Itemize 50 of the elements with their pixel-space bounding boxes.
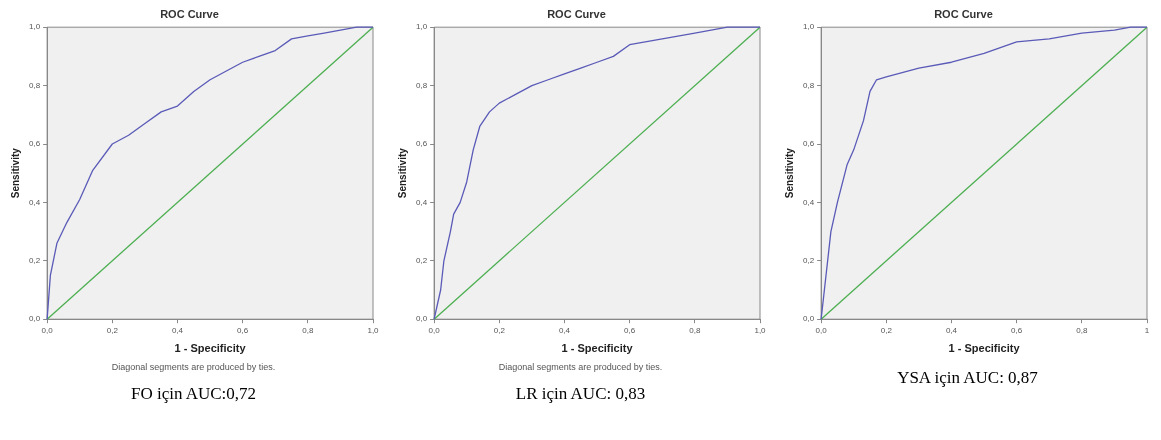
y-tick-label: 0,6: [416, 139, 428, 149]
text: LR için AUC: 0,83: [515, 384, 646, 404]
y-tick-label: 0,2: [416, 256, 428, 265]
x-tick-label: 1,0: [367, 326, 380, 336]
y-tick-label: 0,2: [803, 256, 815, 265]
y-tick-label: 0,8: [416, 80, 428, 90]
y-tick-label: 0,0: [29, 314, 41, 324]
y-axis-title: Sensitivity: [9, 147, 21, 199]
x-tick-label: 0,4: [171, 326, 184, 336]
y-tick-label: 0,8: [29, 80, 41, 90]
y-tick-label: 0,4: [29, 197, 41, 207]
y-tick-label: 1,0: [29, 22, 41, 32]
y-axis-title: Sensitivity: [396, 147, 408, 199]
x-tick-label: 0,2: [493, 326, 506, 336]
chart-title: ROC Curve: [934, 7, 993, 20]
x-tick-label: 0,8: [1076, 326, 1088, 336]
x-tick-label: 0,2: [106, 326, 119, 336]
x-tick-label: 0,4: [945, 326, 958, 336]
x-tick-label: 0,2: [880, 326, 893, 336]
y-tick-label: 1,0: [803, 22, 815, 32]
chart-title: ROC Curve: [160, 7, 219, 20]
y-tick-label: 0,6: [29, 139, 41, 149]
x-tick-label: 0,4: [558, 326, 571, 336]
x-axis-title: 1 - Specificity: [561, 342, 634, 355]
y-tick-label: 0,0: [416, 314, 428, 324]
x-axis-title: 1 - Specificity: [948, 342, 1021, 355]
y-tick-label: 0,6: [803, 139, 815, 149]
x-tick-label: 0,8: [302, 326, 314, 336]
text: Diagonal segments are produced by ties.: [498, 362, 663, 374]
y-axis-title: Sensitivity: [783, 147, 795, 199]
x-tick-label: 0,6: [624, 326, 636, 336]
x-tick-label: 0,8: [689, 326, 701, 336]
y-tick-label: 0,8: [803, 80, 815, 90]
x-axis-title: 1 - Specificity: [174, 342, 247, 355]
x-tick-label: 1,0: [754, 326, 767, 336]
x-tick-label: 0,0: [41, 326, 54, 336]
x-tick-label: 0,0: [428, 326, 441, 336]
text: Diagonal segments are produced by ties.: [111, 362, 276, 374]
chart-title: ROC Curve: [547, 7, 606, 20]
y-tick-label: 0,0: [803, 314, 815, 324]
y-tick-label: 0,4: [803, 197, 815, 207]
text: YSA için AUC: 0,87: [897, 368, 1038, 388]
text: FO için AUC:0,72: [130, 384, 257, 404]
x-tick-label: 0,0: [815, 326, 828, 336]
y-tick-label: 0,2: [29, 256, 41, 265]
x-tick-label: 0,6: [237, 326, 249, 336]
x-tick-label: 1: [1144, 326, 1150, 336]
x-tick-label: 0,6: [1011, 326, 1023, 336]
y-tick-label: 0,4: [416, 197, 428, 207]
y-tick-label: 1,0: [416, 22, 428, 32]
